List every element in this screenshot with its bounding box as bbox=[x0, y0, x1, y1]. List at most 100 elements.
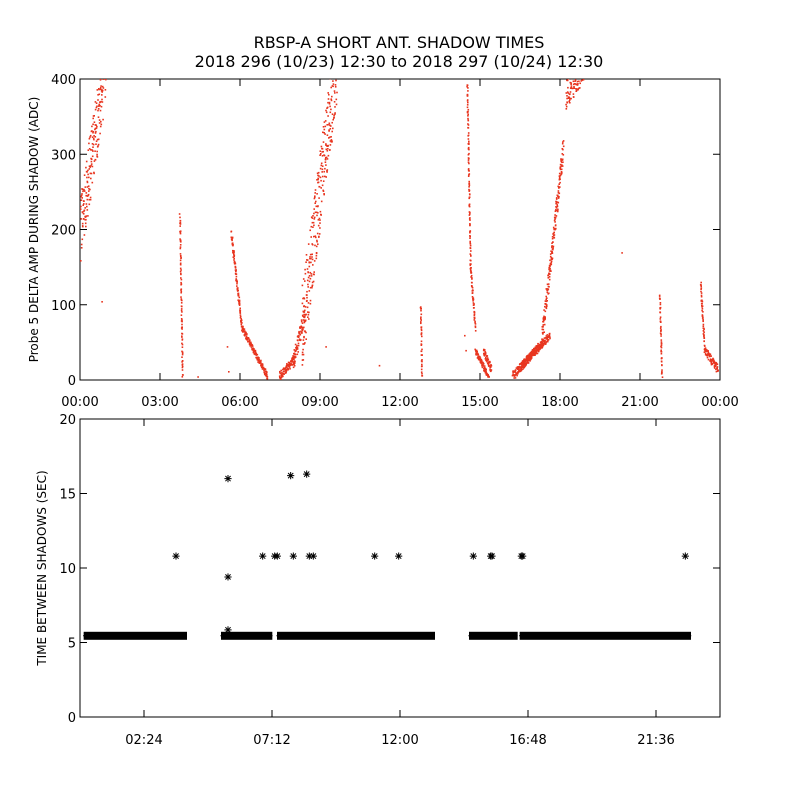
top-data-point bbox=[560, 159, 562, 161]
top-data-point bbox=[306, 290, 308, 293]
top-data-point bbox=[301, 351, 304, 354]
top-data-point bbox=[306, 294, 308, 296]
top-data-point bbox=[535, 352, 538, 355]
top-data-point bbox=[466, 94, 469, 97]
bottom-data-point bbox=[426, 632, 434, 640]
top-data-point bbox=[92, 143, 95, 146]
top-data-point bbox=[285, 368, 288, 371]
top-data-point bbox=[525, 362, 528, 364]
top-data-point bbox=[180, 289, 182, 291]
top-data-point bbox=[486, 355, 489, 357]
top-data-point bbox=[85, 192, 88, 194]
top-data-point bbox=[420, 308, 422, 310]
top-data-point bbox=[329, 79, 331, 80]
top-data-point bbox=[101, 94, 103, 96]
top-data-point bbox=[468, 184, 471, 186]
top-data-point bbox=[301, 302, 304, 305]
top-data-point bbox=[531, 351, 533, 353]
top-data-point bbox=[467, 134, 470, 137]
top-data-point bbox=[180, 308, 183, 310]
top-data-point bbox=[101, 89, 104, 92]
top-data-point bbox=[471, 278, 473, 280]
top-data-point bbox=[466, 104, 469, 106]
top-data-point bbox=[701, 315, 704, 317]
top-data-point bbox=[527, 358, 530, 360]
top-data-point bbox=[237, 292, 240, 295]
top-data-point bbox=[480, 362, 482, 364]
top-data-point bbox=[90, 164, 92, 167]
top-data-point bbox=[313, 273, 315, 276]
top-data-point bbox=[560, 160, 562, 163]
bottom-outlier-point bbox=[289, 552, 297, 560]
bottom-data-point bbox=[763, 632, 770, 639]
top-data-point bbox=[312, 264, 314, 266]
top-data-point bbox=[658, 294, 661, 297]
top-data-point bbox=[311, 284, 314, 287]
top-data-point bbox=[302, 343, 304, 345]
top-data-point bbox=[317, 177, 319, 180]
top-data-point bbox=[574, 75, 576, 77]
top-data-point bbox=[104, 76, 106, 78]
top-data-point bbox=[711, 360, 713, 362]
bottom-y-tick-label: 0 bbox=[68, 711, 76, 726]
top-data-point bbox=[300, 320, 303, 323]
top-data-point bbox=[519, 370, 522, 372]
top-data-point bbox=[546, 288, 549, 290]
top-data-point bbox=[263, 372, 266, 375]
top-data-point bbox=[302, 353, 305, 356]
top-data-point bbox=[179, 247, 182, 250]
top-data-point bbox=[546, 305, 548, 308]
top-data-point bbox=[515, 373, 517, 376]
top-data-point bbox=[291, 360, 293, 362]
top-data-point bbox=[90, 163, 93, 165]
top-data-point bbox=[559, 181, 561, 184]
top-data-point bbox=[239, 310, 241, 313]
top-data-point bbox=[236, 282, 238, 285]
top-data-point bbox=[541, 345, 544, 348]
bottom-data-point bbox=[754, 632, 761, 639]
top-data-point bbox=[86, 181, 89, 184]
top-data-point bbox=[284, 368, 286, 371]
top-data-point bbox=[702, 318, 704, 321]
top-data-point bbox=[101, 98, 103, 101]
top-data-point bbox=[309, 277, 312, 280]
top-data-point bbox=[701, 305, 704, 307]
top-data-point bbox=[248, 341, 251, 343]
top-data-point bbox=[549, 253, 552, 255]
top-data-point bbox=[94, 124, 97, 126]
top-data-point bbox=[420, 309, 422, 312]
top-data-point bbox=[314, 235, 317, 237]
top-data-point bbox=[307, 243, 310, 245]
top-data-point bbox=[313, 271, 315, 273]
top-data-point bbox=[318, 236, 320, 238]
top-data-point bbox=[179, 232, 182, 235]
top-data-point bbox=[315, 257, 318, 260]
bottom-outlier-point bbox=[273, 552, 281, 560]
top-data-point bbox=[545, 306, 547, 309]
top-data-point bbox=[544, 305, 546, 308]
top-data-point bbox=[83, 210, 85, 213]
top-data-point bbox=[294, 343, 297, 346]
top-data-point bbox=[707, 351, 709, 353]
top-data-point bbox=[300, 325, 303, 328]
top-data-point bbox=[555, 206, 557, 208]
top-data-point bbox=[309, 256, 311, 258]
top-data-point bbox=[88, 187, 90, 190]
top-data-point bbox=[284, 367, 287, 369]
top-data-point bbox=[536, 352, 539, 355]
top-data-point bbox=[328, 130, 330, 132]
bottom-outlier-point bbox=[469, 552, 477, 560]
top-data-point bbox=[326, 124, 328, 126]
top-data-point bbox=[701, 307, 704, 310]
top-data-point bbox=[468, 188, 470, 191]
top-data-point bbox=[313, 212, 315, 215]
top-data-point bbox=[660, 325, 662, 328]
top-data-point bbox=[571, 87, 573, 90]
top-data-point bbox=[237, 287, 239, 289]
top-data-point bbox=[567, 79, 570, 80]
top-data-point bbox=[484, 358, 487, 360]
top-data-point bbox=[660, 345, 662, 348]
top-data-point bbox=[306, 268, 309, 270]
top-data-point bbox=[566, 97, 568, 100]
